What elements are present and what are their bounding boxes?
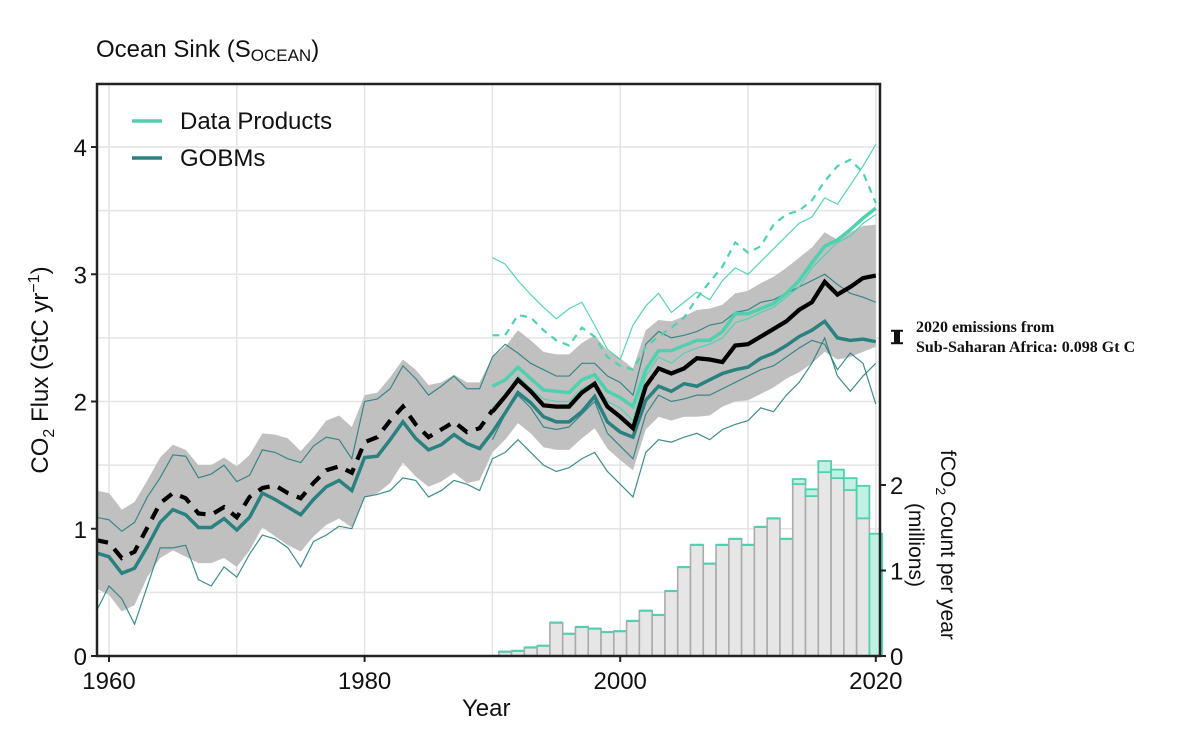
series-gobm-thin <box>491 339 877 460</box>
bar-gray <box>638 609 653 657</box>
bar-gray <box>676 566 692 657</box>
series-dp-thin <box>491 213 877 422</box>
bar-gray <box>843 489 858 657</box>
x-axis-label: Year <box>462 695 511 722</box>
bar-gray <box>587 627 602 657</box>
series-black-dashed <box>95 403 495 561</box>
legend-label: GOBMs <box>180 145 265 172</box>
x-tick-label: 2000 <box>594 668 647 695</box>
y-tick-label: 3 <box>74 262 87 289</box>
bar-gray <box>804 495 820 657</box>
annotation-line-1: 2020 emissions from <box>916 319 1055 336</box>
series-black-solid <box>490 273 877 432</box>
uncertainty-band <box>96 224 876 612</box>
bar-data-products <box>842 477 858 492</box>
bar-data-products <box>791 478 807 486</box>
series-dp-dashed <box>492 158 877 371</box>
series-gobm-thick <box>95 318 877 576</box>
x-tick-label: 1960 <box>82 668 135 695</box>
emission-annotation: 2020 emissions from Sub-Saharan Africa: … <box>916 318 1135 358</box>
bar-gray <box>664 590 679 657</box>
y-tick-label: 1 <box>74 517 87 544</box>
chart-title: Ocean Sink (SOCEAN) <box>96 36 320 65</box>
bar-gray <box>625 620 641 657</box>
bar-gray <box>855 517 871 657</box>
bar-gray <box>549 621 564 657</box>
bar-gray <box>561 632 577 657</box>
series-gobm-thin <box>95 336 877 626</box>
plot-frame <box>95 82 882 658</box>
x-tick-label: 2020 <box>849 668 902 695</box>
y2-tick-label: 0 <box>890 644 903 671</box>
bar-gray <box>702 562 717 657</box>
y-tick-label: 0 <box>74 644 87 671</box>
series-lines <box>95 144 877 626</box>
bar-gray <box>830 477 845 657</box>
plot-border <box>95 82 882 658</box>
bar-data-products <box>855 484 871 520</box>
emission-error-bar <box>891 329 903 345</box>
bar-gray <box>715 544 730 657</box>
y-axis-label: CO2 Flux (GtC yr−1) <box>26 266 58 474</box>
annotation-line-2: Sub-Saharan Africa: 0.098 Gt C <box>916 339 1136 356</box>
bar-data-products <box>804 488 820 498</box>
bar-gray <box>600 631 615 657</box>
legend: Data Products GOBMs <box>132 108 332 172</box>
legend-label: Data Products <box>180 108 332 135</box>
bar-gray <box>766 517 781 657</box>
y-tick-label: 2 <box>74 390 87 417</box>
y-tick-label: 4 <box>74 135 87 162</box>
fco2-count-bars <box>497 460 884 657</box>
bar-gray <box>779 538 794 657</box>
bar-gray <box>651 614 666 657</box>
y2-tick-label: 1 <box>890 559 903 586</box>
bar-data-products <box>830 468 845 480</box>
bar-gray <box>753 526 768 657</box>
bar-gray <box>817 471 832 657</box>
bar-gray <box>574 626 590 657</box>
series-dp-thick <box>491 206 877 410</box>
bar-gray <box>536 644 551 657</box>
bar-gray <box>791 483 807 657</box>
bar-gray <box>523 646 538 657</box>
series-gobm-thin <box>96 273 877 533</box>
series-dp-thin <box>492 144 877 361</box>
bar-gray <box>613 630 628 657</box>
bar-gray <box>740 544 756 657</box>
bar-data-products <box>817 460 832 474</box>
secondary-y-axis-label: fCO2 Count per year (millions) <box>903 450 959 640</box>
emission-bar <box>894 330 900 344</box>
bar-gray <box>689 544 705 657</box>
x-tick-label: 1980 <box>338 668 391 695</box>
y2-tick-label: 2 <box>890 473 903 500</box>
gobm-spread-band <box>96 224 876 612</box>
bar-gray <box>728 538 743 657</box>
